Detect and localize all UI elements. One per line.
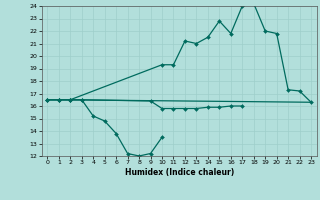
X-axis label: Humidex (Indice chaleur): Humidex (Indice chaleur)	[124, 168, 234, 177]
